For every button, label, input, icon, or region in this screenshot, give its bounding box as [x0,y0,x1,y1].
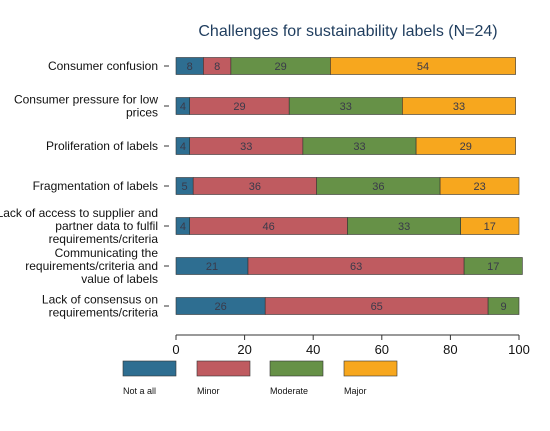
data-label: 17 [484,221,496,233]
legend: Not a all Minor Moderate Major [122,360,398,396]
bar-segment-4 [460,217,520,235]
data-label: 65 [371,301,383,313]
data-label: 8 [187,61,193,73]
legend-label: Not a all [123,386,156,396]
bar-segment-4 [415,137,516,155]
data-label: 54 [417,61,429,73]
data-label: 26 [214,301,226,313]
category-labels: Consumer confusion Consumer pressure for … [0,59,169,320]
legend-label: Major [344,386,367,396]
x-tick-label: 80 [443,342,457,357]
legend-label: Moderate [270,386,308,396]
data-label: 36 [372,181,384,193]
bar-segment-4 [330,57,516,75]
data-label: 33 [453,101,465,113]
data-label: 33 [240,141,252,153]
legend-swatch [196,360,251,377]
x-tick-label: 60 [375,342,389,357]
legend-swatch [343,360,398,377]
data-label: 36 [249,181,261,193]
bar-segment-4 [402,97,516,115]
x-tick-label: 100 [508,342,530,357]
data-label: 29 [233,101,245,113]
data-label: 33 [398,221,410,233]
legend-swatch [269,360,324,377]
data-label: 21 [206,261,218,273]
category-label: Proliferation of labels [46,139,158,153]
bar-segment-3 [487,297,520,315]
data-label: 33 [353,141,365,153]
legend-swatch [122,360,177,377]
x-tick-label: 40 [306,342,320,357]
data-label: 33 [340,101,352,113]
category-label: Fragmentation of labels [33,179,158,193]
category-label: Lack of consensus on requirements/criteri… [42,293,158,320]
bar-segment-3 [463,257,523,275]
category-label: Communicating the requirements/criteria a… [25,246,158,286]
x-tick-label: 20 [237,342,251,357]
bar-segment-4 [439,177,520,195]
data-label: 4 [180,101,186,113]
category-label: Consumer confusion [48,59,158,73]
data-label: 29 [274,61,286,73]
bars-layer: 8 8 29 54 4 29 33 33 4 33 33 29 5 36 36 23 4 46 33 17 21 63 17… [175,57,523,315]
x-tick-label: 0 [172,342,179,357]
category-label: Consumer pressure for low prices [14,93,158,120]
category-label: Lack of access to supplier and partner da… [0,206,158,246]
data-label: 17 [487,261,499,273]
data-label: 4 [180,221,186,233]
x-axis: 0 20 40 60 80 100 [172,334,530,357]
data-label: 5 [182,181,188,193]
data-label: 4 [180,141,186,153]
chart-title: Challenges for sustainability labels (N=… [198,23,497,40]
data-label: 46 [262,221,274,233]
data-label: 9 [501,301,507,313]
data-label: 23 [473,181,485,193]
data-label: 8 [214,61,220,73]
data-label: 63 [350,261,362,273]
data-label: 29 [460,141,472,153]
legend-label: Minor [197,386,220,396]
